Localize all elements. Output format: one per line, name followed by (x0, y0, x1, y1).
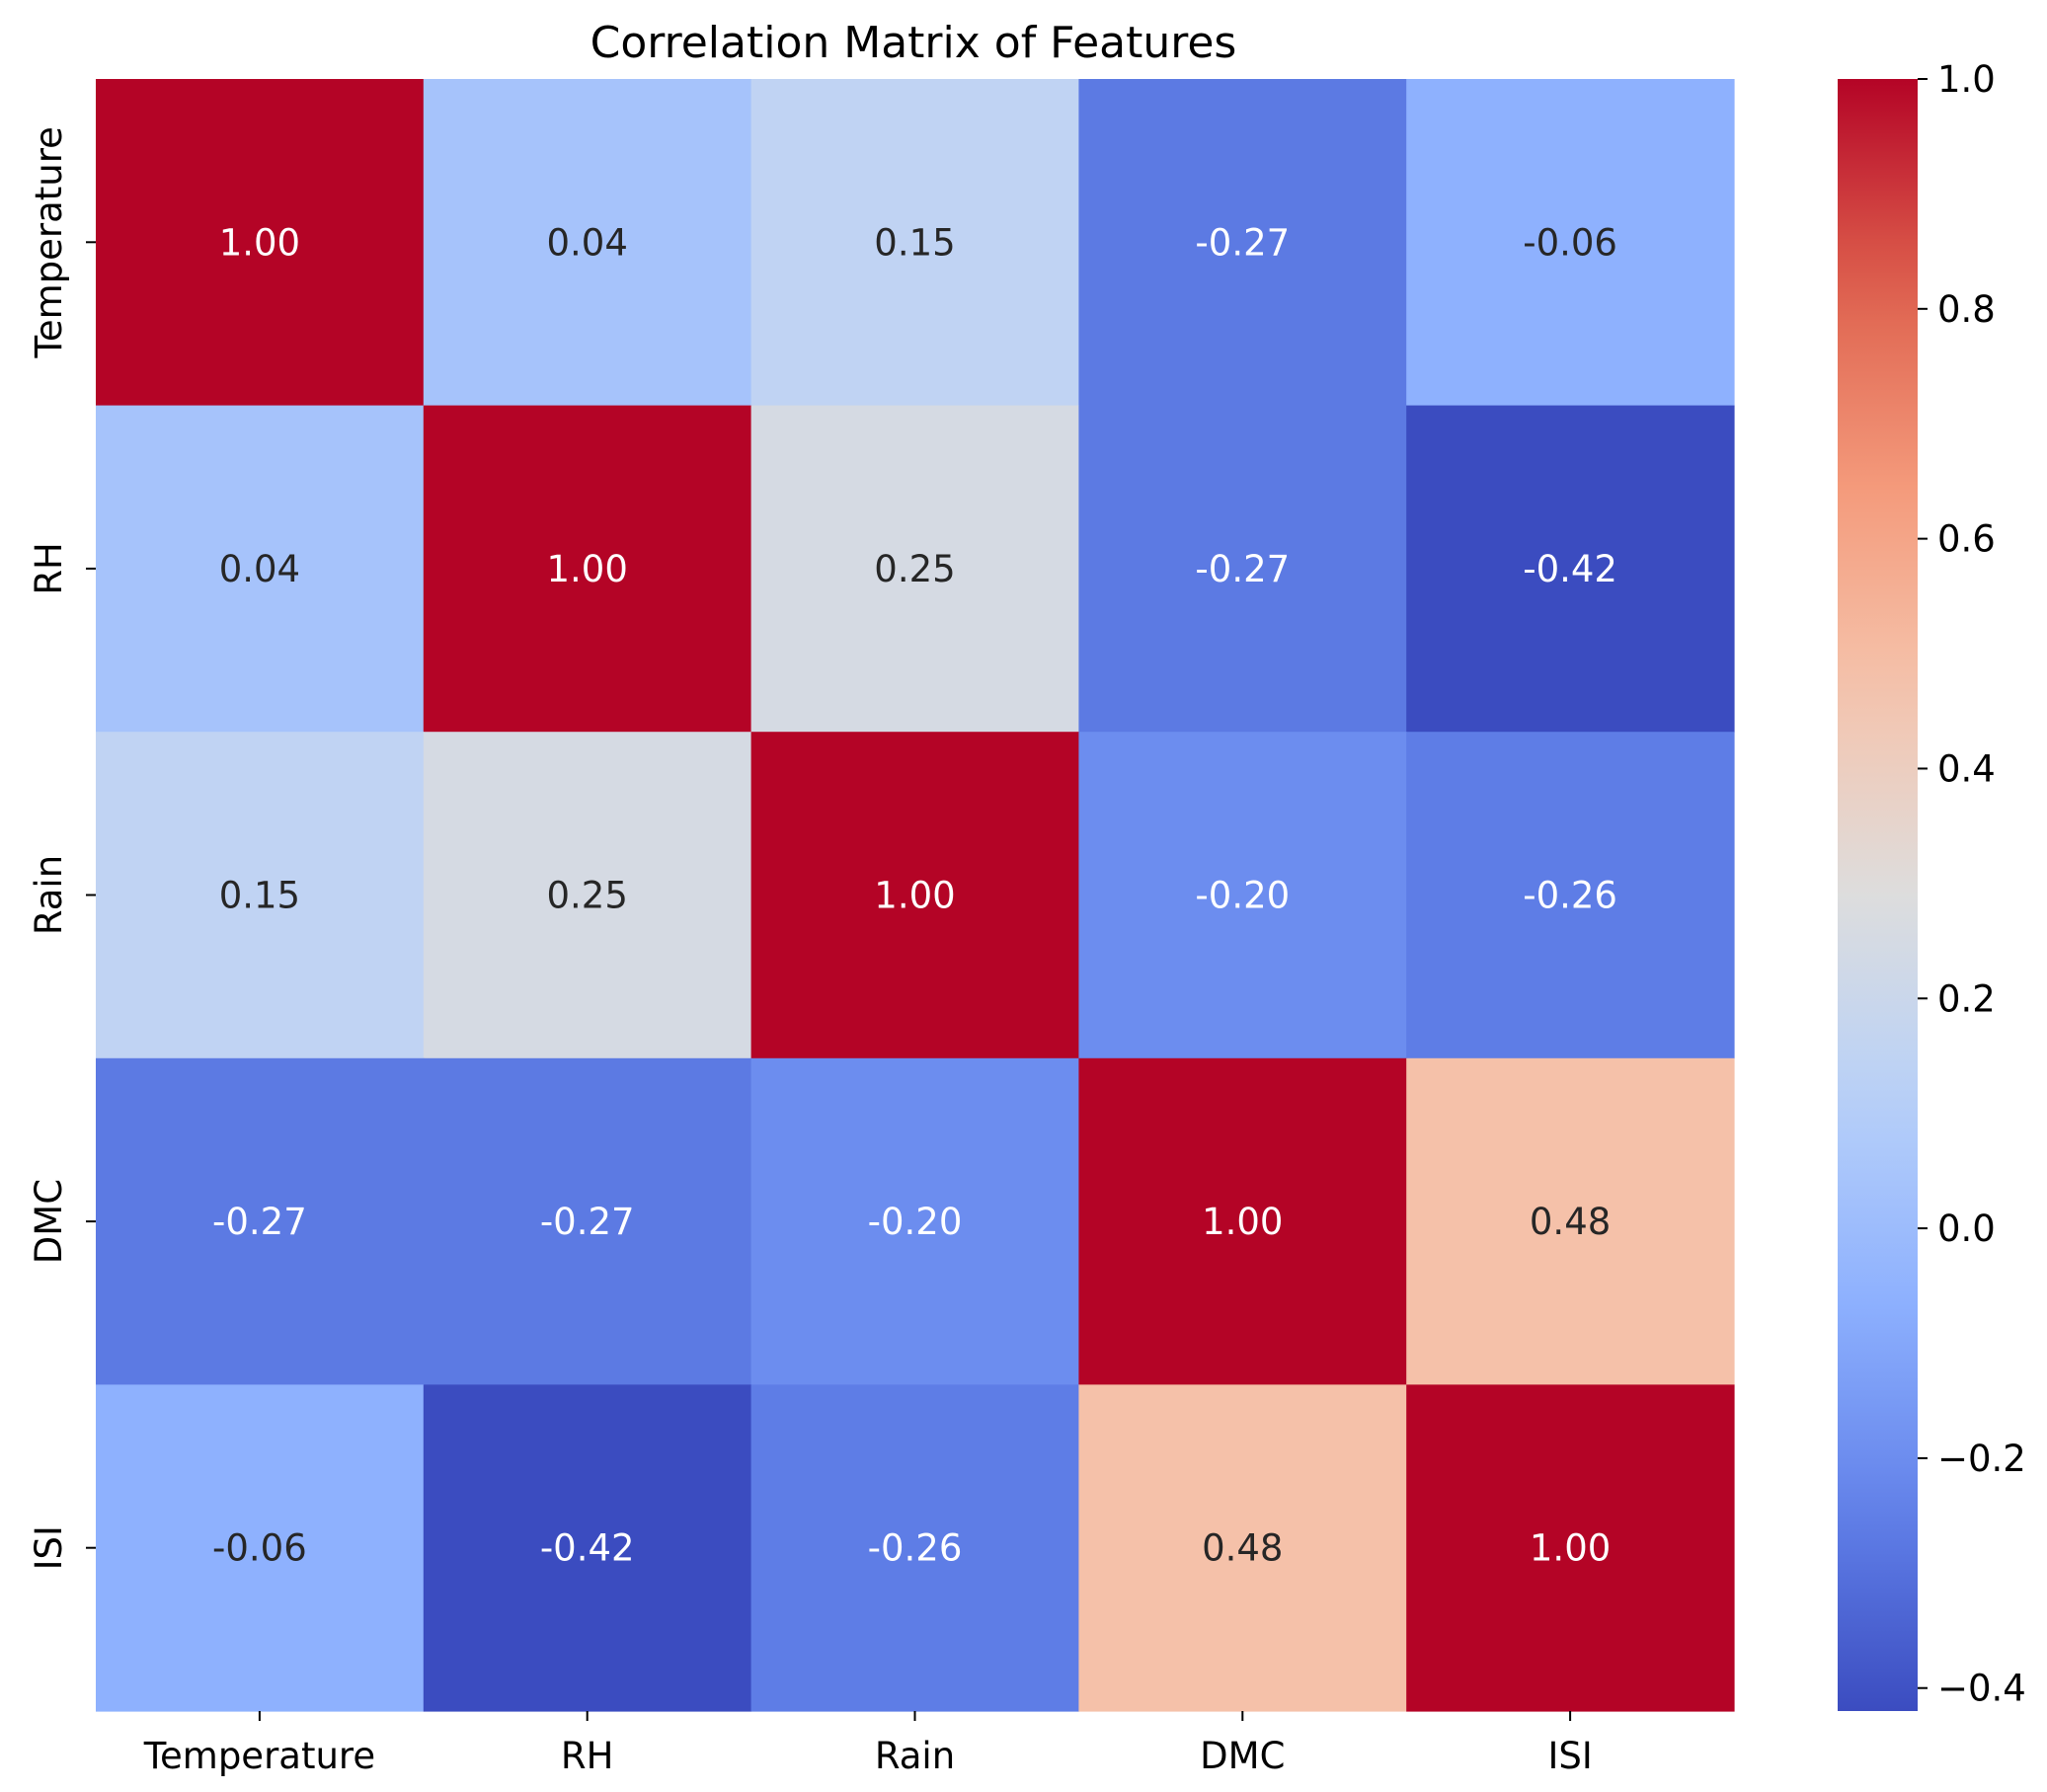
heatmap-cell (1078, 79, 1407, 407)
heatmap-cell (1406, 1057, 1735, 1385)
cell-value-label: -0.27 (1195, 548, 1290, 590)
cell-value-label: -0.20 (868, 1201, 963, 1243)
cell-value-label: 0.04 (547, 221, 628, 264)
cell-value-label: 1.00 (1202, 1201, 1283, 1243)
heatmap-cells: 1.00 0.04 0.15 -0.27 -0.06 0.04 1.00 0.25 -0.27 -… (96, 79, 1735, 1712)
heatmap-cell (1078, 405, 1407, 733)
heatmap-cell (750, 1384, 1079, 1712)
cell-value-label: 0.04 (219, 548, 300, 590)
x-tick-label: Temperature (143, 1735, 375, 1777)
heatmap-cell (423, 1384, 752, 1712)
heatmap-cell (96, 79, 425, 407)
colorbar-tick-label: 1.0 (1937, 58, 1996, 101)
colorbar-ticks: −0.4 −0.2 0.0 0.2 0.4 0.6 0.8 1.0 (1918, 58, 2026, 1710)
heatmap-cell (423, 79, 752, 407)
colorbar-tick-label: −0.2 (1937, 1438, 2026, 1480)
cell-value-label: -0.42 (540, 1527, 635, 1570)
cell-value-label: 0.15 (219, 875, 300, 917)
cell-value-label: -0.27 (212, 1201, 307, 1243)
cell-value-label: 0.48 (1530, 1201, 1611, 1243)
colorbar-tick-label: 0.4 (1937, 747, 1996, 790)
cell-value-label: 0.48 (1202, 1527, 1283, 1570)
heatmap-cell (96, 405, 425, 733)
heatmap-cell (1078, 732, 1407, 1059)
chart-title: Correlation Matrix of Features (590, 18, 1237, 68)
heatmap-cell (750, 405, 1079, 733)
cell-value-label: -0.42 (1523, 548, 1617, 590)
y-tick-label: Temperature (28, 126, 70, 358)
y-tick-label: DMC (28, 1179, 70, 1264)
y-axis: Temperature RH Rain DMC ISI (28, 126, 96, 1570)
heatmap-cell (423, 1057, 752, 1385)
heatmap-cell (96, 1057, 425, 1385)
y-tick-label: Rain (28, 855, 70, 935)
cell-value-label: 0.25 (547, 875, 628, 917)
heatmap-cell (1078, 1384, 1407, 1712)
colorbar-tick-label: 0.2 (1937, 977, 1996, 1020)
colorbar-tick-label: 0.0 (1937, 1208, 1996, 1250)
cell-value-label: -0.20 (1195, 875, 1290, 917)
x-tick-label: DMC (1200, 1735, 1285, 1777)
heatmap-cell (1406, 732, 1735, 1059)
colorbar-tick-label: 0.8 (1937, 288, 1996, 331)
heatmap-cell (423, 405, 752, 733)
cell-value-label: -0.27 (540, 1201, 635, 1243)
heatmap-cell (1406, 1384, 1735, 1712)
heatmap-cell (1406, 79, 1735, 407)
cell-value-label: -0.27 (1195, 221, 1290, 264)
heatmap-cell (750, 79, 1079, 407)
cell-value-label: -0.06 (1523, 221, 1617, 264)
heatmap-cell (96, 1384, 425, 1712)
heatmap-cell (423, 732, 752, 1059)
cell-value-label: 1.00 (1530, 1527, 1611, 1570)
colorbar: −0.4 −0.2 0.0 0.2 0.4 0.6 0.8 1.0 (1838, 58, 2026, 1711)
heatmap-cell (750, 732, 1079, 1059)
heatmap-cell (96, 732, 425, 1059)
cell-value-label: 0.25 (874, 548, 955, 590)
heatmap-cell (750, 1057, 1079, 1385)
heatmap-cell (1406, 405, 1735, 733)
x-tick-label: RH (561, 1735, 614, 1777)
colorbar-tick-label: 0.6 (1937, 518, 1996, 561)
x-tick-label: ISI (1547, 1735, 1592, 1777)
cell-value-label: -0.06 (212, 1527, 307, 1570)
colorbar-gradient (1838, 79, 1918, 1711)
cell-value-label: 1.00 (219, 221, 300, 264)
cell-value-label: -0.26 (1523, 875, 1617, 917)
x-tick-label: Rain (875, 1735, 955, 1777)
y-tick-label: RH (28, 542, 70, 595)
y-tick-label: ISI (28, 1525, 70, 1570)
cell-value-label: 1.00 (547, 548, 628, 590)
cell-value-label: -0.26 (868, 1527, 963, 1570)
cell-value-label: 0.15 (874, 221, 955, 264)
x-axis: Temperature RH Rain DMC ISI (143, 1711, 1593, 1777)
heatmap-cell (1078, 1057, 1407, 1385)
cell-value-label: 1.00 (874, 875, 955, 917)
colorbar-tick-label: −0.4 (1937, 1668, 2026, 1710)
